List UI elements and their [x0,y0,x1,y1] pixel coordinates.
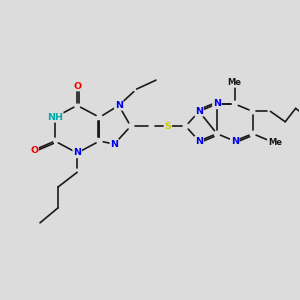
Text: N: N [115,101,123,110]
Text: N: N [213,99,221,108]
Text: NH: NH [47,113,63,122]
Text: N: N [110,140,118,148]
Text: O: O [73,82,81,91]
Text: Me: Me [228,78,242,87]
Text: N: N [195,136,203,146]
Text: Me: Me [268,138,282,147]
Text: N: N [73,148,81,158]
Text: N: N [231,136,239,146]
Text: N: N [195,107,203,116]
Text: O: O [30,146,38,154]
Text: S: S [164,122,171,131]
